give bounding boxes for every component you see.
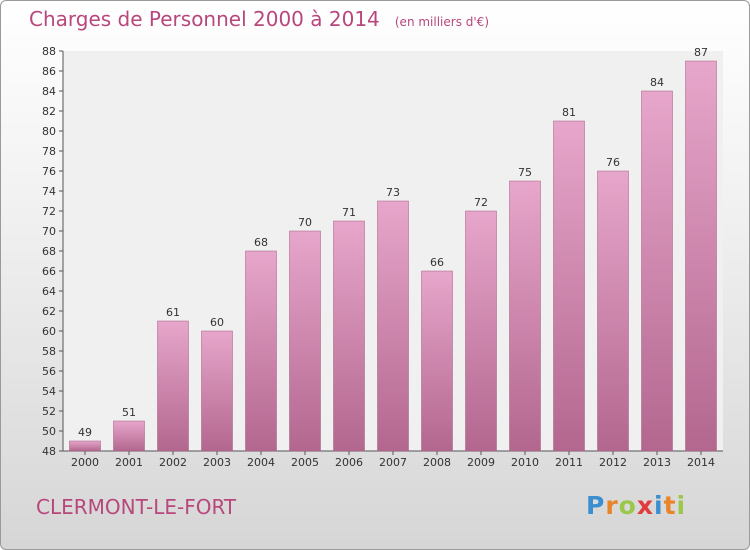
- logo-letter: i: [654, 491, 664, 520]
- bar-2001: [113, 420, 145, 452]
- bar-2012: [597, 170, 629, 452]
- y-tick-label: 60: [42, 325, 56, 338]
- x-tick-label: 2013: [643, 456, 671, 469]
- y-tick-label: 82: [42, 105, 56, 118]
- bar-2010: [509, 180, 541, 452]
- logo-letter: o: [618, 491, 637, 520]
- chart-title: Charges de Personnel 2000 à 2014: [29, 7, 380, 31]
- data-labels-group: 49 51 61 60 68 70 71 73 66 72 75 81 76 84 87: [78, 46, 708, 439]
- bar-label-2013: 84: [650, 76, 664, 89]
- logo-letter: P: [586, 491, 606, 520]
- bar-label-2001: 51: [122, 406, 136, 419]
- y-tick-label: 72: [42, 205, 56, 218]
- bar-2011: [553, 120, 585, 452]
- bar-2007: [377, 200, 409, 452]
- y-tick-label: 64: [42, 285, 56, 298]
- bar-label-2008: 66: [430, 256, 444, 269]
- bar-2002: [157, 320, 189, 452]
- x-tick-label: 2001: [115, 456, 143, 469]
- bar-2000: [69, 440, 101, 452]
- bar-2013: [641, 90, 673, 452]
- bar-2005: [289, 230, 321, 452]
- bar-label-2014: 87: [694, 46, 708, 59]
- y-tick-label: 68: [42, 245, 56, 258]
- y-tick-label: 52: [42, 405, 56, 418]
- logo-letter: t: [663, 491, 677, 520]
- y-tick-label: 84: [42, 85, 56, 98]
- y-axis: 48 50 52 54 56 58 60 62 64 66 68 70 72 74 76 78 80 82 84 86…: [42, 45, 64, 458]
- bar-label-2010: 75: [518, 166, 532, 179]
- x-tick-label: 2014: [687, 456, 715, 469]
- x-tick-label: 2004: [247, 456, 275, 469]
- x-tick-label: 2011: [555, 456, 583, 469]
- bar-2004: [245, 250, 277, 452]
- x-tick-label: 2002: [159, 456, 187, 469]
- bar-label-2000: 49: [78, 426, 92, 439]
- y-tick-label: 78: [42, 145, 56, 158]
- x-tick-label: 2009: [467, 456, 495, 469]
- proxiti-logo: Proxiti: [586, 491, 686, 520]
- bar-2014: [685, 60, 717, 452]
- bar-label-2003: 60: [210, 316, 224, 329]
- bar-label-2002: 61: [166, 306, 180, 319]
- y-tick-label: 62: [42, 305, 56, 318]
- bar-label-2009: 72: [474, 196, 488, 209]
- y-tick-label: 66: [42, 265, 56, 278]
- commune-name: CLERMONT-LE-FORT: [36, 495, 237, 519]
- y-tick-label: 88: [42, 45, 56, 58]
- logo-letter: r: [605, 491, 619, 520]
- y-tick-label: 48: [42, 445, 56, 458]
- x-tick-label: 2005: [291, 456, 319, 469]
- bars-group: [69, 60, 717, 452]
- bar-2008: [421, 270, 453, 452]
- x-tick-label: 2000: [71, 456, 99, 469]
- y-tick-label: 50: [42, 425, 56, 438]
- y-tick-label: 54: [42, 385, 56, 398]
- bar-label-2006: 71: [342, 206, 356, 219]
- bar-label-2004: 68: [254, 236, 268, 249]
- bar-label-2007: 73: [386, 186, 400, 199]
- x-axis: 2000 2001 2002 2003 2004 2005 2006 2007 2008 2009…: [63, 450, 723, 469]
- x-tick-label: 2003: [203, 456, 231, 469]
- x-tick-label: 2012: [599, 456, 627, 469]
- y-tick-label: 56: [42, 365, 56, 378]
- y-tick-label: 58: [42, 345, 56, 358]
- logo-letter: x: [636, 491, 654, 520]
- x-tick-label: 2008: [423, 456, 451, 469]
- x-tick-label: 2010: [511, 456, 539, 469]
- y-tick-label: 80: [42, 125, 56, 138]
- y-tick-label: 74: [42, 185, 56, 198]
- bar-label-2005: 70: [298, 216, 312, 229]
- bar-2009: [465, 210, 497, 452]
- y-tick-label: 70: [42, 225, 56, 238]
- y-tick-label: 86: [42, 65, 56, 78]
- x-tick-label: 2007: [379, 456, 407, 469]
- bar-label-2012: 76: [606, 156, 620, 169]
- bar-label-2011: 81: [562, 106, 576, 119]
- bar-2003: [201, 330, 233, 452]
- bar-2006: [333, 220, 365, 452]
- chart-subtitle: (en milliers d'€): [394, 15, 489, 29]
- y-tick-label: 76: [42, 165, 56, 178]
- title-row: Charges de Personnel 2000 à 2014 (en mil…: [29, 7, 489, 31]
- logo-letter: i: [676, 491, 687, 520]
- x-tick-label: 2006: [335, 456, 363, 469]
